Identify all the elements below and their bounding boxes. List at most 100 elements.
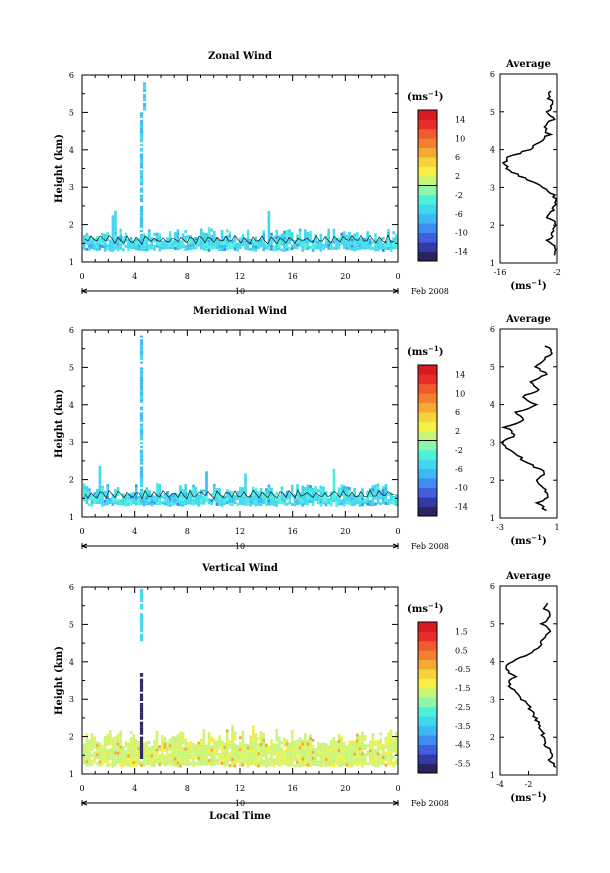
heatmap-cell [298, 498, 302, 502]
heatmap-cell [210, 499, 213, 503]
heatmap-cell [96, 489, 99, 493]
heatmap-cell [101, 239, 104, 243]
plume-cell [139, 376, 144, 379]
heatmap-cell [111, 215, 115, 240]
heatmap-cell [298, 761, 302, 765]
heatmap-cell [382, 248, 385, 252]
heatmap-cell [189, 247, 193, 251]
heatmap-cell [278, 235, 281, 239]
heatmap-cell [226, 738, 229, 742]
heatmap-cell [202, 741, 206, 745]
heatmap-cell [106, 499, 109, 503]
avg-x-tick-label: -16 [494, 268, 507, 277]
heatmap-cell [200, 237, 203, 241]
heatmap-cell [210, 748, 213, 752]
plume-cell [139, 600, 144, 602]
heatmap-cell [332, 758, 336, 762]
heatmap-cell [319, 233, 323, 237]
heatmap-cell [389, 245, 393, 249]
heatmap-cell [200, 240, 203, 244]
colorbar-swatch [418, 431, 437, 441]
heatmap-cell [200, 750, 203, 754]
plume-cell [139, 412, 144, 415]
plume-cell [139, 603, 144, 606]
heatmap-cell [353, 245, 356, 249]
heatmap-cell [179, 743, 182, 747]
heatmap-cell [272, 236, 276, 240]
heatmap-cell [363, 762, 367, 766]
heatmap-cell [109, 733, 112, 737]
heatmap-cell [265, 761, 268, 765]
heatmap-cell [109, 763, 112, 767]
heatmap-cell [311, 747, 315, 751]
heatmap-cell [220, 743, 224, 747]
plume-cell [139, 406, 144, 409]
heatmap-cell [228, 499, 232, 503]
heatmap-cell [192, 499, 195, 503]
heatmap-cell [275, 500, 278, 504]
heatmap-cell [337, 733, 341, 737]
heatmap-cell [363, 753, 367, 757]
heatmap-cell [272, 749, 276, 753]
avg-unit-close: ) [542, 536, 547, 547]
heatmap-cell [184, 248, 187, 252]
heatmap-cell [389, 498, 393, 502]
heatmap-cell [369, 244, 372, 248]
heatmap-cell [358, 494, 362, 498]
heatmap-cell [376, 489, 380, 493]
heatmap-cell [358, 741, 362, 745]
heatmap-cell [311, 738, 315, 742]
heatmap-cell [116, 493, 120, 497]
heatmap-cell [275, 229, 278, 233]
heatmap-cell [244, 758, 247, 762]
heatmap-cell [93, 244, 96, 248]
heatmap-cell [83, 489, 86, 493]
heatmap-cell [197, 750, 200, 754]
heatmap-cell [293, 758, 297, 762]
heatmap-cell [275, 497, 278, 501]
heatmap-cell [361, 755, 364, 759]
heatmap-cell [202, 238, 206, 242]
heatmap-cell [348, 243, 351, 247]
heatmap-cell [291, 736, 294, 740]
heatmap-cell [324, 235, 328, 239]
heatmap-cell [291, 757, 294, 761]
plume-cell [139, 596, 144, 599]
heatmap-cell [291, 733, 294, 737]
heatmap-cell [135, 754, 138, 758]
heatmap-cell [192, 237, 195, 241]
heatmap-cell [88, 497, 91, 501]
heatmap-cell [202, 753, 206, 757]
heatmap-cell [106, 764, 109, 768]
heatmap-cell [119, 243, 122, 247]
heatmap-cell [101, 236, 104, 240]
heatmap-cell [304, 241, 307, 245]
heatmap-cell [296, 246, 299, 250]
heatmap-cell [88, 760, 91, 764]
heatmap-cell [246, 746, 250, 750]
heatmap-cell [233, 235, 237, 239]
heatmap-cell [252, 489, 255, 493]
heatmap-cell [343, 243, 346, 247]
plume-cell [139, 695, 144, 698]
heatmap-cell [387, 756, 390, 760]
heatmap-cell [296, 493, 299, 497]
x-tick-label: 4 [132, 527, 137, 536]
heatmap-cell [220, 235, 224, 239]
heatmap-cell [163, 763, 167, 767]
heatmap-cell [116, 736, 120, 740]
heatmap-cell [132, 498, 135, 502]
heatmap-cell [171, 243, 174, 247]
plume-cell [139, 200, 144, 203]
heatmap-cell [244, 743, 247, 747]
heatmap-cell [384, 763, 388, 767]
heatmap-cell [213, 747, 216, 751]
colorbar-tick-label: -2 [455, 191, 463, 200]
heatmap-cell [275, 753, 278, 757]
heatmap-cell [223, 763, 226, 767]
heatmap-cell [215, 752, 219, 756]
heatmap-cell [306, 754, 310, 758]
heatmap-cell [369, 500, 372, 504]
heatmap-cell [358, 744, 362, 748]
heatmap-cell [395, 731, 398, 735]
